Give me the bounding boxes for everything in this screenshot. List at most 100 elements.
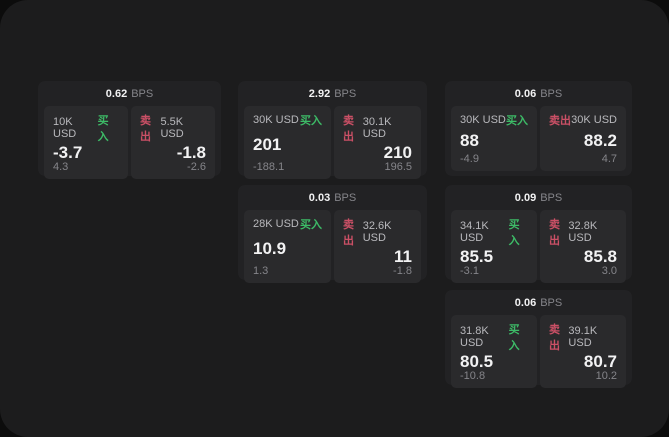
sell-quote-panel[interactable]: 卖出 32.6K USD 11 -1.8 xyxy=(334,210,421,283)
quote-card: 0.09 BPS 34.1K USD 买入 85.5 -3.1 卖出 32.8K… xyxy=(445,185,632,283)
sell-side-label: 卖出 xyxy=(343,219,354,247)
sell-panel-header: 卖出 39.1K USD xyxy=(549,321,617,353)
sell-side-label: 卖出 xyxy=(140,115,151,143)
quote-card: 0.06 BPS 30K USD 买入 88 -4.9 卖出 30K USD 8… xyxy=(445,81,632,176)
buy-price: 201 xyxy=(253,135,282,154)
buy-panel-header: 31.8K USD 买入 xyxy=(460,321,528,353)
sell-quote-panel[interactable]: 卖出 5.5K USD -1.8 -2.6 xyxy=(131,106,215,179)
spread-value: 0.62 xyxy=(105,87,128,100)
buy-quote-panel[interactable]: 28K USD 买入 10.9 1.3 xyxy=(244,210,331,283)
sell-delta: -2.6 xyxy=(187,161,206,173)
sell-quote-panel[interactable]: 卖出 32.8K USD 85.8 3.0 xyxy=(540,210,626,283)
buy-side-label: 买入 xyxy=(508,219,520,247)
sell-delta: 196.5 xyxy=(384,161,412,173)
buy-size: 34.1K USD xyxy=(460,220,489,244)
buy-price: 88 xyxy=(460,131,479,150)
buy-panel-header: 30K USD 买入 xyxy=(253,112,322,128)
quote-card-body: 28K USD 买入 10.9 1.3 卖出 32.6K USD 11 -1.8 xyxy=(244,210,421,283)
buy-quote-panel[interactable]: 30K USD 买入 201 -188.1 xyxy=(244,106,331,179)
sell-side-label: 卖出 xyxy=(549,115,571,127)
sell-price: -1.8 xyxy=(176,143,206,162)
spread-header: 2.92 BPS xyxy=(244,81,421,106)
sell-panel-header: 卖出 32.6K USD xyxy=(343,216,412,248)
spread-value: 0.09 xyxy=(514,191,537,204)
sell-price: 85.8 xyxy=(583,247,617,266)
buy-size: 31.8K USD xyxy=(460,325,489,349)
sell-size: 32.8K USD xyxy=(568,220,598,244)
buy-size: 30K USD xyxy=(460,114,506,126)
sell-quote-panel[interactable]: 卖出 30.1K USD 210 196.5 xyxy=(334,106,421,179)
sell-panel-header: 卖出 32.8K USD xyxy=(549,216,617,248)
sell-size: 39.1K USD xyxy=(568,325,598,349)
buy-size: 10K USD xyxy=(53,116,77,140)
buy-panel-header: 34.1K USD 买入 xyxy=(460,216,528,248)
quote-card-body: 34.1K USD 买入 85.5 -3.1 卖出 32.8K USD 85.8… xyxy=(451,210,626,283)
buy-quote-panel[interactable]: 34.1K USD 买入 85.5 -3.1 xyxy=(451,210,537,283)
spread-header: 0.03 BPS xyxy=(244,185,421,210)
sell-price: 11 xyxy=(394,247,412,266)
spread-header: 0.06 BPS xyxy=(451,81,626,106)
buy-panel-header: 28K USD 买入 xyxy=(253,216,322,232)
sell-delta: 10.2 xyxy=(595,370,617,382)
spread-unit-label: BPS xyxy=(540,191,563,204)
spread-unit-label: BPS xyxy=(334,87,357,100)
sell-side-label: 卖出 xyxy=(549,324,560,352)
spread-value: 2.92 xyxy=(308,87,331,100)
buy-quote-panel[interactable]: 31.8K USD 买入 80.5 -10.8 xyxy=(451,315,537,388)
buy-price: 80.5 xyxy=(460,352,494,371)
sell-delta: -1.8 xyxy=(393,265,412,277)
sell-price: 210 xyxy=(383,143,412,162)
quote-card-body: 10K USD 买入 -3.7 4.3 卖出 5.5K USD -1.8 -2.… xyxy=(44,106,215,179)
spread-unit-label: BPS xyxy=(540,296,563,309)
sell-quote-panel[interactable]: 卖出 30K USD 88.2 4.7 xyxy=(540,106,626,171)
buy-delta: -188.1 xyxy=(253,161,285,173)
buy-price: 10.9 xyxy=(253,239,287,258)
buy-quote-panel[interactable]: 10K USD 买入 -3.7 4.3 xyxy=(44,106,128,179)
buy-delta: 4.3 xyxy=(53,161,69,173)
buy-side-label: 买入 xyxy=(97,115,109,143)
spread-unit-label: BPS xyxy=(131,87,154,100)
spread-unit-label: BPS xyxy=(334,191,357,204)
quote-card: 0.06 BPS 31.8K USD 买入 80.5 -10.8 卖出 39.1… xyxy=(445,290,632,388)
buy-panel-header: 10K USD 买入 xyxy=(53,112,119,144)
sell-delta: 4.7 xyxy=(601,153,617,165)
sell-price: 80.7 xyxy=(583,352,617,371)
sell-size: 30.1K USD xyxy=(362,116,392,140)
quote-card-body: 30K USD 买入 88 -4.9 卖出 30K USD 88.2 4.7 xyxy=(451,106,626,171)
spread-value: 0.06 xyxy=(514,87,537,100)
quote-card-body: 31.8K USD 买入 80.5 -10.8 卖出 39.1K USD 80.… xyxy=(451,315,626,388)
buy-quote-panel[interactable]: 30K USD 买入 88 -4.9 xyxy=(451,106,537,171)
spread-header: 0.62 BPS xyxy=(44,81,215,106)
spread-value: 0.03 xyxy=(308,191,331,204)
sell-delta: 3.0 xyxy=(601,265,617,277)
quote-card: 0.03 BPS 28K USD 买入 10.9 1.3 卖出 32.6K US… xyxy=(238,185,427,283)
sell-side-label: 卖出 xyxy=(549,219,560,247)
sell-size: 32.6K USD xyxy=(362,220,392,244)
buy-price: 85.5 xyxy=(460,247,494,266)
sell-price: 88.2 xyxy=(583,131,617,150)
spread-value: 0.06 xyxy=(514,296,537,309)
sell-side-label: 卖出 xyxy=(343,115,354,143)
buy-size: 28K USD xyxy=(253,218,299,230)
spread-header: 0.06 BPS xyxy=(451,290,626,315)
buy-side-label: 买入 xyxy=(300,115,322,127)
sell-panel-header: 卖出 5.5K USD xyxy=(140,112,206,144)
sell-quote-panel[interactable]: 卖出 39.1K USD 80.7 10.2 xyxy=(540,315,626,388)
buy-delta: 1.3 xyxy=(253,265,269,277)
sell-size: 5.5K USD xyxy=(160,116,184,140)
buy-delta: -4.9 xyxy=(460,153,479,165)
spread-header: 0.09 BPS xyxy=(451,185,626,210)
sell-panel-header: 卖出 30K USD xyxy=(549,112,617,128)
quote-card-body: 30K USD 买入 201 -188.1 卖出 30.1K USD 210 1… xyxy=(244,106,421,179)
buy-side-label: 买入 xyxy=(508,324,520,352)
buy-delta: -10.8 xyxy=(460,370,486,382)
quote-card: 0.62 BPS 10K USD 买入 -3.7 4.3 卖出 5.5K USD… xyxy=(38,81,221,179)
sell-panel-header: 卖出 30.1K USD xyxy=(343,112,412,144)
spread-unit-label: BPS xyxy=(540,87,563,100)
sell-size: 30K USD xyxy=(571,114,617,126)
buy-delta: -3.1 xyxy=(460,265,479,277)
buy-side-label: 买入 xyxy=(300,219,322,231)
buy-price: -3.7 xyxy=(53,143,83,162)
buy-panel-header: 30K USD 买入 xyxy=(460,112,528,128)
